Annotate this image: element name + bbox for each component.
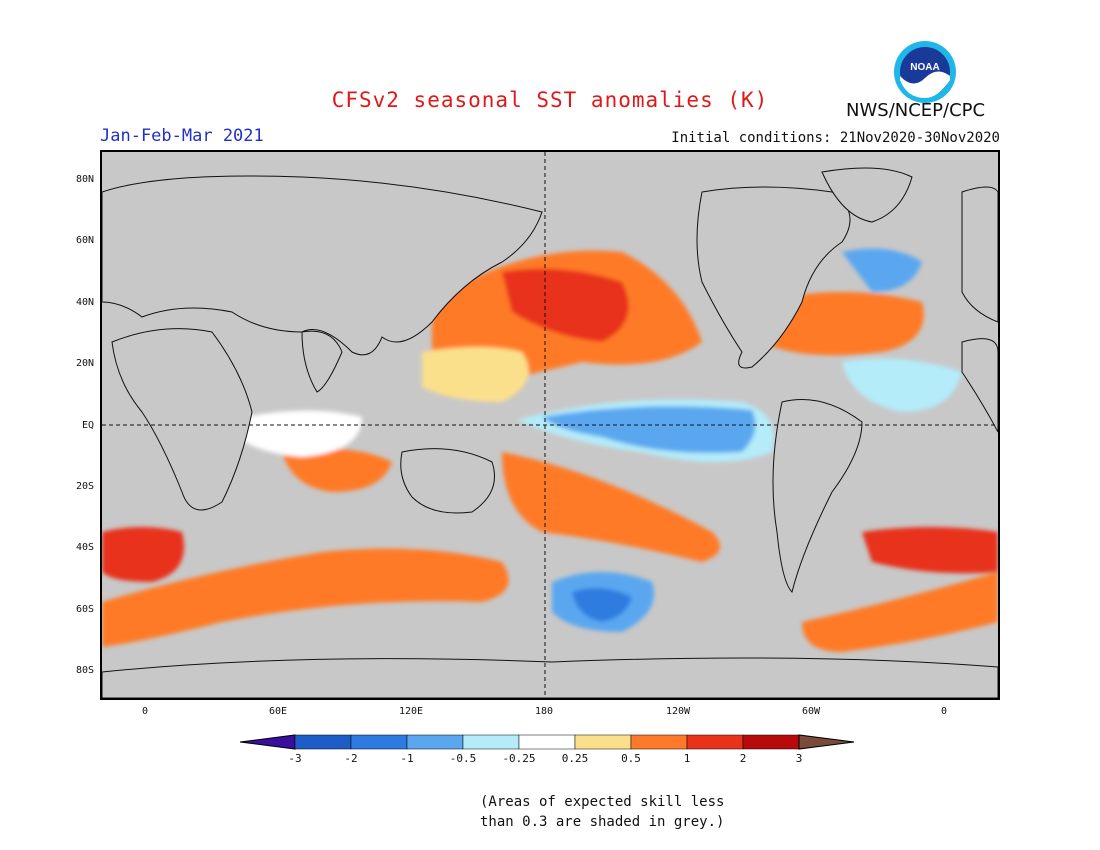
colorbar	[240, 734, 855, 750]
lat-label: 40S	[75, 542, 94, 554]
colorbar-tick-label: -0.5	[449, 752, 477, 765]
southern-ocean-warm-east	[802, 572, 998, 652]
organization-label: NWS/NCEP/CPC	[846, 100, 986, 121]
australia	[400, 448, 495, 514]
map-title: CFSv2 seasonal SST anomalies (K)	[331, 88, 769, 112]
lon-label: 60W	[801, 706, 821, 717]
colorbar-tick-label: 3	[795, 752, 803, 765]
continents	[102, 167, 998, 698]
colorbar-tick-label: 1	[683, 752, 691, 765]
noaa-logo: NOAA	[893, 40, 957, 104]
greenland	[821, 167, 913, 223]
lon-label: 0	[940, 706, 948, 717]
anomaly-fields	[102, 248, 998, 652]
colorbar-tick-label: -2	[344, 752, 358, 765]
colorbar-segment	[742, 734, 800, 750]
colorbar-tick-label: 0.5	[621, 752, 641, 765]
lat-label: 20N	[75, 358, 94, 370]
colorbar-tick-label: -0.25	[502, 752, 536, 765]
colorbar-segment	[686, 734, 744, 750]
southern-ocean-warm-west	[102, 548, 509, 647]
reference-lines	[102, 152, 998, 698]
sst-anomaly-map	[100, 150, 1000, 700]
skill-note: (Areas of expected skill less than 0.3 a…	[480, 792, 724, 832]
colorbar-segment	[294, 734, 352, 750]
skill-note-line-1: (Areas of expected skill less	[480, 794, 725, 810]
south-pacific-warm	[502, 452, 720, 562]
colorbar-segment	[574, 734, 632, 750]
lat-label: EQ	[81, 419, 94, 431]
season-label: Jan-Feb-Mar 2021	[100, 126, 264, 146]
lon-label: 180	[534, 706, 554, 717]
lon-label: 0	[141, 706, 149, 717]
lon-label: 120W	[665, 706, 691, 717]
india	[301, 330, 343, 393]
lat-label: 20S	[75, 481, 94, 492]
north-atlantic-warm	[762, 292, 924, 356]
skill-note-line-2: than 0.3 are shaded in grey.)	[480, 814, 725, 830]
south-america	[772, 399, 863, 593]
colorbar-min-arrow	[240, 734, 296, 750]
lat-label: 40N	[75, 296, 94, 308]
lat-label: 80N	[75, 174, 94, 185]
lat-label: 80S	[75, 665, 94, 677]
lat-label: 60S	[75, 603, 94, 615]
antarctica	[102, 657, 998, 698]
la-nina-core	[542, 406, 756, 453]
lon-label: 120E	[398, 706, 424, 717]
colorbar-segment	[630, 734, 688, 750]
indian-ocean-warm	[282, 448, 392, 492]
colorbar-tick-label: 2	[739, 752, 747, 765]
colorbar-max-arrow	[798, 734, 855, 750]
colorbar-tick-label: -1	[400, 752, 414, 765]
colorbar-tick-label: 0.25	[561, 752, 589, 765]
lat-label: 60N	[75, 235, 94, 247]
eurasia	[102, 175, 543, 356]
logo-text: NOAA	[910, 62, 939, 73]
colorbar-tick-label: -3	[288, 752, 302, 765]
colorbar-segment	[462, 734, 520, 750]
north-america	[696, 186, 851, 369]
africa	[111, 328, 253, 511]
colorbar-segment	[518, 734, 576, 750]
lon-label: 60E	[268, 706, 288, 717]
colorbar-segment	[406, 734, 464, 750]
colorbar-segment	[350, 734, 408, 750]
initial-conditions-label: Initial conditions: 21Nov2020-30Nov2020	[671, 130, 1000, 146]
